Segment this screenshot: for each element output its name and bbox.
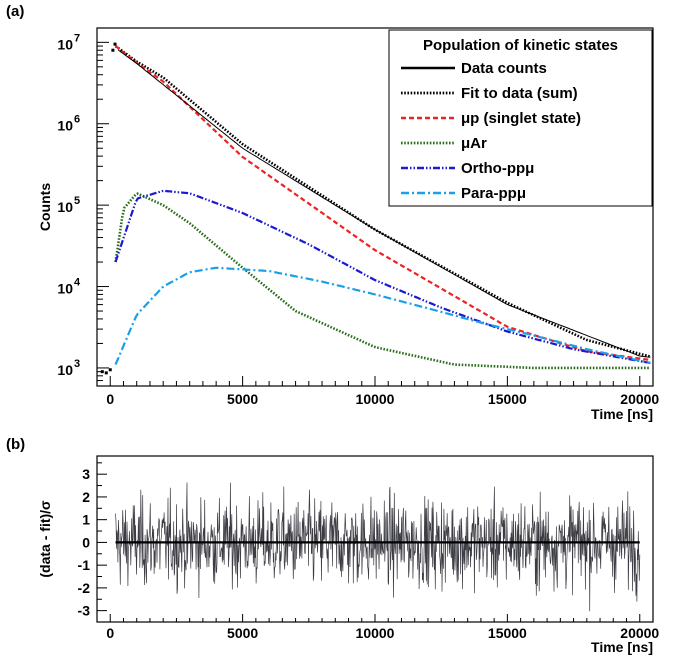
panel-a-label: (a) — [6, 3, 24, 20]
legend-label-2: μp (singlet state) — [461, 110, 581, 127]
panel-b-label: (b) — [6, 436, 25, 453]
panel-a-xlabel: Time [ns] — [591, 406, 653, 422]
x-tick-label: 15000 — [488, 625, 527, 641]
y-tick-label: -1 — [78, 557, 91, 573]
y-tick-exponent: 4 — [74, 277, 81, 289]
series-line-5 — [114, 266, 651, 366]
y-tick-label: 10 — [57, 362, 73, 378]
series-line-3 — [114, 192, 651, 370]
legend-label-3: μAr — [461, 135, 487, 152]
y-tick-label: 0 — [82, 534, 90, 550]
panel-b-ticks: 0 5000 10000 15000 20000 3 2 1 0 -1 -2 -3 — [78, 462, 659, 641]
legend-label-0: Data counts — [461, 60, 547, 77]
series-line-data — [117, 49, 651, 358]
x-tick-label: 10000 — [356, 391, 395, 407]
y-tick-label: -3 — [78, 603, 91, 619]
y-tick-exponent: 5 — [74, 195, 80, 207]
panel-a-ylabel: Counts — [37, 183, 53, 231]
y-tick-exponent: 7 — [74, 32, 80, 44]
legend: Population of kinetic states Data counts… — [388, 29, 653, 207]
panel-b-frame — [96, 455, 654, 623]
y-tick-label: -2 — [78, 580, 91, 596]
y-tick-label: 10 — [57, 199, 73, 215]
y-tick-label: 10 — [57, 281, 73, 297]
data-point — [111, 48, 115, 52]
legend-box — [388, 29, 653, 207]
panel-b-xlabel: Time [ns] — [591, 639, 653, 655]
x-tick-label: 5000 — [227, 391, 258, 407]
y-tick-exponent: 3 — [74, 358, 80, 370]
data-point — [113, 42, 117, 46]
residual-trace — [115, 482, 641, 612]
legend-title: Population of kinetic states — [423, 37, 618, 54]
legend-label-4: Ortho-ppμ — [461, 160, 534, 177]
x-tick-label: 20000 — [620, 625, 659, 641]
x-tick-label: 0 — [106, 625, 114, 641]
y-tick-exponent: 6 — [74, 114, 80, 126]
panel-a-frame — [96, 27, 654, 387]
y-tick-label: 1 — [82, 512, 90, 528]
y-tick-label: 10 — [57, 36, 73, 52]
legend-label-1: Fit to data (sum) — [461, 85, 578, 102]
x-tick-label: 0 — [106, 391, 114, 407]
data-point — [100, 370, 104, 374]
x-tick-label: 5000 — [227, 625, 258, 641]
y-tick-label: 3 — [82, 466, 90, 482]
y-tick-label: 10 — [57, 118, 73, 134]
series-line-4 — [114, 189, 651, 365]
x-tick-label: 20000 — [620, 391, 659, 407]
y-tick-label: 2 — [82, 489, 90, 505]
legend-label-5: Para-ppμ — [461, 185, 526, 202]
data-point — [108, 368, 112, 372]
x-tick-label: 15000 — [488, 391, 527, 407]
legend-entries: Data counts Fit to data (sum) μp (singlet … — [401, 60, 581, 202]
x-tick-label: 10000 — [356, 625, 395, 641]
panel-b-ylabel: (data - fit)/σ — [37, 500, 53, 578]
data-point — [104, 371, 108, 375]
panel-a-series — [100, 42, 651, 375]
panel-b-series — [115, 482, 641, 612]
panel-b-plot: 0 5000 10000 15000 20000 3 2 1 0 -1 -2 -3 — [78, 455, 659, 641]
